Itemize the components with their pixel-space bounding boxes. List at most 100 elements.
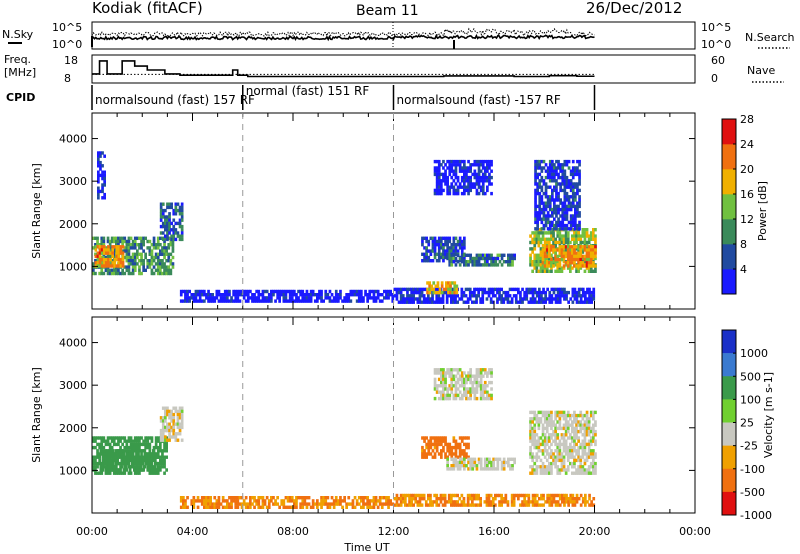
- echo-cell: [161, 465, 164, 469]
- echo-cell: [552, 423, 555, 427]
- echo-cell: [431, 449, 435, 453]
- echo-cell: [194, 289, 198, 294]
- echo-cell: [557, 175, 560, 180]
- echo-cell: [561, 500, 564, 504]
- echo-cell: [473, 300, 476, 304]
- echo-cell: [556, 413, 560, 418]
- echo-cell: [117, 239, 120, 244]
- echo-cell: [509, 260, 512, 264]
- echo-cell: [387, 505, 390, 509]
- echo-cell: [561, 182, 565, 186]
- echo-cell: [589, 429, 593, 434]
- echo-cell: [447, 284, 450, 288]
- echo-cell: [161, 202, 165, 206]
- echo-cell: [462, 500, 466, 504]
- echo-cell: [588, 300, 591, 304]
- echo-cell: [479, 263, 483, 267]
- echo-cell: [168, 409, 171, 414]
- echo-cell: [569, 182, 573, 186]
- echo-cell: [163, 246, 166, 250]
- echo-cell: [278, 299, 281, 303]
- echo-cell: [551, 188, 554, 193]
- echo-cell: [571, 175, 575, 180]
- echo-cell: [483, 457, 487, 461]
- echo-cell: [578, 175, 581, 180]
- echo-cell: [94, 458, 97, 463]
- echo-cell: [534, 201, 537, 205]
- echo-cell: [563, 217, 567, 221]
- echo-cell: [558, 234, 562, 238]
- echo-cell: [117, 436, 120, 440]
- echo-cell: [433, 493, 436, 498]
- echo-cell: [469, 371, 472, 375]
- echo-cell: [445, 300, 449, 304]
- echo-cell: [438, 287, 442, 292]
- echo-cell: [458, 169, 462, 173]
- echo-cell: [435, 294, 439, 298]
- echo-cell: [589, 461, 593, 466]
- echo-cell: [108, 442, 112, 447]
- echo-cell: [448, 449, 452, 453]
- echo-cell: [295, 505, 298, 509]
- echo-cell: [435, 169, 439, 173]
- echo-cell: [544, 290, 547, 295]
- echo-cell: [217, 502, 221, 506]
- echo-cell: [454, 493, 457, 498]
- echo-cell: [178, 218, 182, 222]
- echo-cell: [558, 264, 562, 268]
- echo-cell: [490, 380, 493, 385]
- echo-cell: [169, 252, 173, 256]
- echo-cell: [221, 299, 225, 303]
- echo-cell: [458, 239, 462, 244]
- echo-cell: [546, 185, 550, 189]
- echo-cell: [477, 179, 481, 183]
- echo-cell: [440, 439, 443, 443]
- echo-cell: [420, 290, 424, 295]
- echo-cell: [569, 217, 573, 221]
- echo-cell: [550, 417, 553, 421]
- echo-cell: [551, 166, 554, 170]
- echo-cell: [558, 261, 562, 265]
- echo-cell: [544, 207, 548, 212]
- echo-cell: [496, 300, 499, 304]
- echo-cell: [467, 260, 470, 264]
- echo-cell: [125, 265, 129, 269]
- echo-cell: [133, 246, 137, 250]
- echo-cell: [246, 293, 250, 297]
- echo-cell: [463, 460, 466, 465]
- echo-cell: [578, 172, 581, 177]
- echo-cell: [471, 300, 474, 304]
- echo-cell: [564, 445, 568, 450]
- echo-cell: [456, 179, 460, 183]
- echo-cell: [554, 413, 557, 418]
- echo-cell: [502, 297, 506, 301]
- echo-cell: [253, 496, 256, 500]
- echo-cell: [186, 296, 189, 300]
- echo-cell: [389, 499, 392, 503]
- echo-cell: [288, 296, 292, 300]
- echo-cell: [98, 245, 102, 249]
- echo-cell: [272, 293, 275, 297]
- echo-cell: [555, 188, 558, 193]
- echo-cell: [546, 227, 550, 231]
- echo-cell: [274, 499, 277, 503]
- echo-cell: [259, 293, 263, 297]
- echo-cell: [535, 500, 539, 504]
- echo-cell: [538, 503, 541, 507]
- echo-cell: [282, 499, 286, 503]
- echo-cell: [481, 287, 485, 292]
- echo-cell: [504, 297, 508, 301]
- echo-cell: [186, 289, 189, 294]
- echo-cell: [551, 211, 554, 215]
- echo-cell: [437, 255, 441, 260]
- echo-cell: [270, 299, 273, 303]
- echo-cell: [464, 287, 468, 292]
- echo-cell: [575, 264, 578, 268]
- echo-cell: [565, 191, 569, 196]
- echo-cell: [92, 268, 95, 272]
- echo-cell: [366, 499, 369, 503]
- echo-cell: [571, 182, 575, 186]
- echo-cell: [558, 245, 562, 249]
- echo-cell: [166, 406, 169, 410]
- echo-cell: [408, 497, 411, 501]
